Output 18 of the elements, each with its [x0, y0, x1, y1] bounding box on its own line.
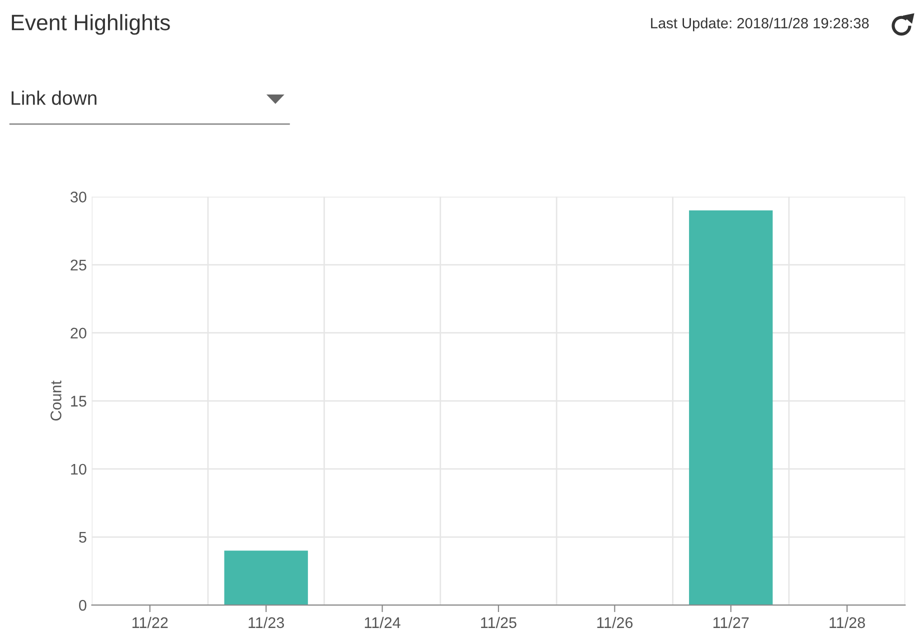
y-tick-label: 5 [79, 532, 86, 543]
text: Link down [12, 90, 96, 105]
y-tick-label: 15 [71, 396, 86, 407]
x-tick-label: 11/28 [830, 616, 865, 628]
y-tick-label: 25 [70, 260, 86, 270]
y-tick-label: 30 [70, 192, 86, 202]
y-tick-label: 20 [70, 328, 86, 339]
x-tick-label: 11/25 [481, 616, 516, 628]
x-tick-label: 11/26 [597, 616, 633, 628]
y-axis-title: Count [50, 380, 62, 421]
x-tick-label: 11/24 [364, 616, 400, 628]
y-tick-label: 10 [71, 464, 86, 475]
chart-title: Event Highlights [12, 14, 170, 35]
y-tick-label: 0 [79, 600, 86, 611]
text: Last Update: 2018/11/28 19:28:38 [651, 18, 869, 32]
x-tick-label: 11/23 [248, 616, 284, 628]
x-tick-label: 11/27 [713, 616, 749, 628]
x-tick-label: 11/22 [132, 616, 168, 628]
